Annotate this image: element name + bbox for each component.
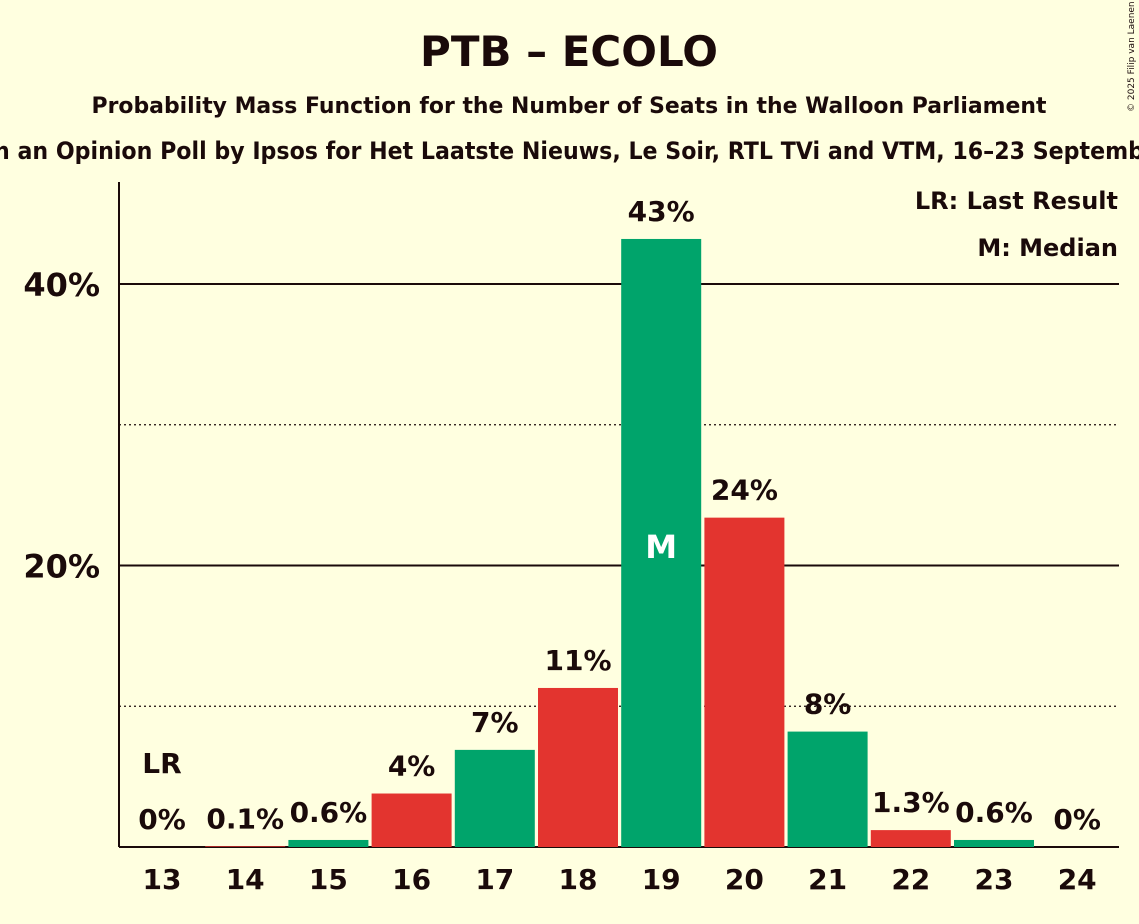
data-label: 0.6% — [290, 796, 368, 829]
x-tick-label: 17 — [475, 863, 514, 896]
chart-title: PTB – ECOLO — [420, 27, 718, 76]
x-tick-label: 23 — [975, 863, 1014, 896]
bar-20 — [704, 517, 785, 847]
data-label: 7% — [471, 706, 519, 739]
median-marker: M — [645, 528, 677, 566]
x-tick-label: 14 — [226, 863, 265, 896]
data-label: 4% — [388, 750, 436, 783]
legend-median: M: Median — [977, 234, 1118, 262]
bar-23 — [954, 839, 1034, 847]
data-label: 1.3% — [872, 786, 950, 819]
x-tick-label: 16 — [392, 863, 431, 896]
x-tick-label: 18 — [559, 863, 598, 896]
x-tick-label: 20 — [725, 863, 764, 896]
bar-15 — [288, 839, 369, 847]
copyright: © 2025 Filip van Laenen — [1127, 1, 1137, 112]
x-tick-label: 22 — [891, 863, 930, 896]
data-label: 43% — [628, 195, 695, 228]
chart-source: n an Opinion Poll by Ipsos for Het Laats… — [0, 137, 1139, 165]
y-tick-label: 40% — [23, 266, 100, 304]
data-label: 8% — [804, 688, 852, 721]
bar-18 — [538, 687, 618, 847]
bar-17 — [454, 749, 535, 847]
bar-14 — [205, 846, 286, 847]
data-label: 0% — [1053, 803, 1101, 836]
bar-19 — [621, 238, 702, 847]
chart-subtitle: Probability Mass Function for the Number… — [92, 94, 1047, 119]
bar-16 — [371, 793, 452, 847]
y-tick-label: 20% — [23, 548, 100, 586]
bar-21 — [787, 731, 868, 847]
data-label: 0.1% — [206, 802, 284, 835]
last-result-marker: LR — [142, 747, 181, 780]
x-tick-label: 24 — [1058, 863, 1097, 896]
x-tick-label: 13 — [143, 863, 182, 896]
x-tick-label: 19 — [642, 863, 681, 896]
data-label: 11% — [544, 644, 611, 677]
bar-22 — [870, 830, 951, 847]
data-label: 24% — [711, 474, 778, 507]
x-tick-label: 21 — [808, 863, 847, 896]
legend-last-result: LR: Last Result — [915, 187, 1118, 215]
data-label: 0.6% — [955, 796, 1033, 829]
x-tick-label: 15 — [309, 863, 348, 896]
data-label: 0% — [138, 803, 186, 836]
